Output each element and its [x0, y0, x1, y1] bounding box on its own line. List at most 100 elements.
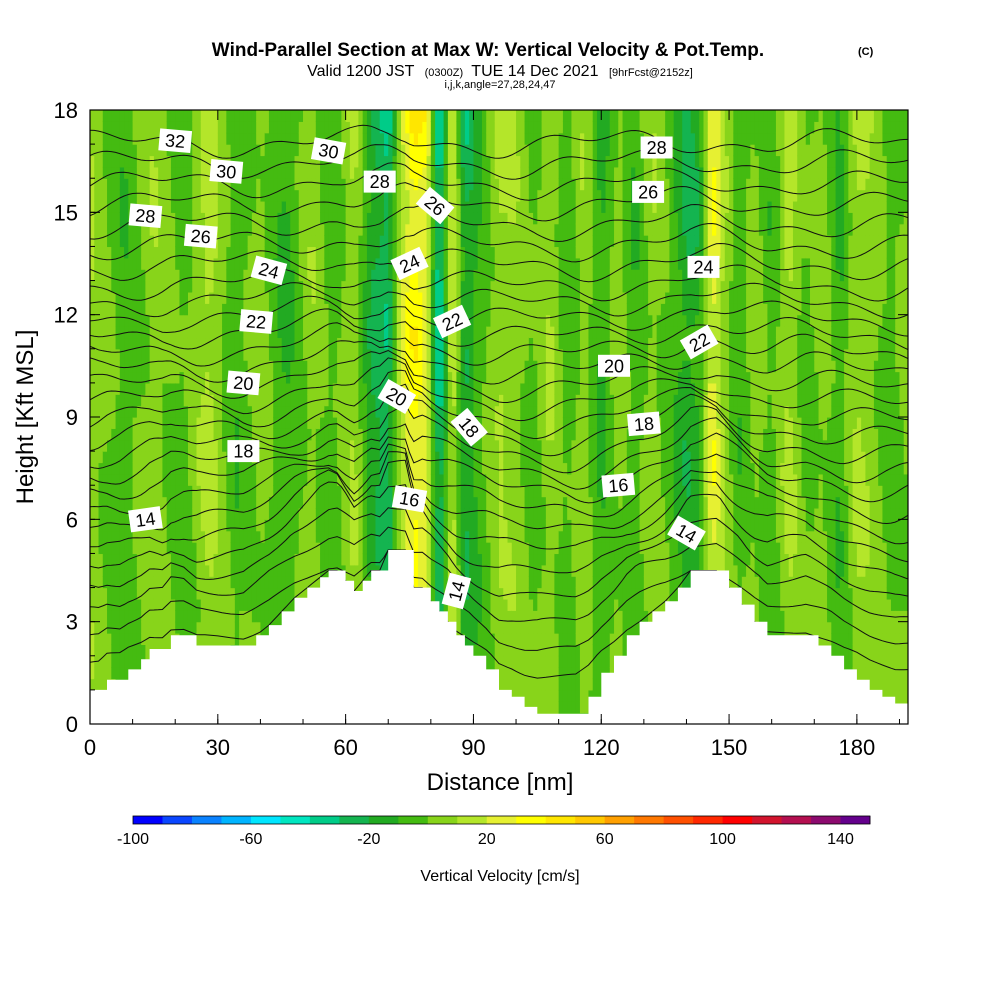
velocity-cell: [239, 110, 244, 122]
velocity-cell: [149, 291, 155, 304]
velocity-cell: [388, 417, 394, 429]
velocity-cell: [226, 553, 232, 566]
velocity-cell: [251, 348, 257, 361]
velocity-cell: [379, 144, 385, 157]
velocity-cell: [107, 507, 112, 520]
velocity-cell: [473, 473, 479, 486]
velocity-cell: [392, 360, 398, 373]
velocity-cell: [145, 269, 151, 282]
velocity-cell: [213, 371, 219, 384]
velocity-cell: [281, 166, 287, 179]
velocity-cell: [132, 462, 138, 475]
velocity-cell: [102, 428, 108, 441]
velocity-cell: [315, 326, 321, 339]
velocity-cell: [375, 553, 381, 566]
velocity-cell: [115, 633, 121, 646]
velocity-cell: [251, 235, 257, 248]
velocity-cell: [358, 200, 364, 213]
velocity-cell: [362, 405, 368, 418]
velocity-cell: [426, 417, 432, 429]
velocity-cell: [481, 587, 487, 600]
velocity-cell: [341, 235, 347, 248]
velocity-cell: [430, 542, 436, 555]
velocity-cell: [452, 462, 457, 475]
velocity-cell: [196, 200, 202, 213]
velocity-cell: [111, 371, 117, 384]
velocity-cell: [371, 542, 377, 555]
velocity-cell: [239, 189, 244, 202]
velocity-cell: [388, 348, 394, 361]
velocity-cell: [277, 405, 283, 418]
velocity-cell: [430, 428, 436, 441]
velocity-cell: [98, 485, 104, 498]
velocity-cell: [303, 428, 308, 441]
velocity-cell: [345, 542, 351, 555]
velocity-cell: [307, 530, 313, 543]
velocity-cell: [153, 382, 159, 395]
velocity-cell: [320, 451, 325, 464]
velocity-cell: [371, 496, 377, 509]
velocity-cell: [243, 360, 249, 373]
velocity-cell: [460, 564, 466, 577]
velocity-cell: [358, 553, 364, 566]
velocity-cell: [196, 337, 202, 350]
velocity-cell: [332, 326, 338, 339]
velocity-cell: [409, 462, 415, 475]
velocity-cell: [345, 291, 351, 304]
velocity-cell: [409, 280, 415, 293]
velocity-cell: [354, 564, 360, 577]
velocity-cell: [107, 576, 112, 589]
velocity-cell: [469, 564, 475, 577]
velocity-cell: [409, 530, 415, 543]
velocity-cell: [315, 542, 321, 555]
velocity-cell: [268, 212, 274, 225]
velocity-cell: [426, 371, 432, 384]
velocity-cell: [413, 451, 419, 464]
velocity-cell: [375, 235, 381, 248]
velocity-cell: [205, 576, 210, 589]
velocity-cell: [366, 371, 372, 384]
velocity-cell: [170, 553, 176, 566]
velocity-cell: [435, 110, 440, 122]
velocity-cell: [153, 110, 159, 122]
velocity-cell: [358, 542, 364, 555]
velocity-cell: [358, 473, 364, 486]
velocity-cell: [234, 633, 240, 646]
velocity-cell: [375, 269, 381, 282]
velocity-cell: [217, 121, 223, 134]
velocity-cell: [234, 326, 240, 339]
velocity-cell: [401, 144, 406, 157]
velocity-cell: [324, 485, 330, 498]
velocity-cell: [460, 132, 466, 145]
velocity-cell: [294, 564, 300, 577]
velocity-cell: [366, 280, 372, 293]
velocity-cell: [94, 428, 100, 441]
velocity-cell: [187, 382, 193, 395]
velocity-cell: [234, 542, 240, 555]
velocity-cell: [230, 542, 236, 555]
velocity-cell: [422, 394, 428, 407]
velocity-cell: [196, 110, 202, 122]
velocity-cell: [315, 223, 321, 236]
velocity-cell: [192, 189, 198, 202]
velocity-cell: [413, 428, 419, 441]
velocity-cell: [217, 314, 223, 327]
velocity-cell: [128, 621, 134, 634]
velocity-cell: [345, 371, 351, 384]
velocity-cell: [285, 189, 291, 202]
velocity-cell: [102, 451, 108, 464]
velocity-cell: [98, 110, 104, 122]
velocity-cell: [401, 121, 406, 134]
velocity-cell: [447, 382, 453, 395]
velocity-cell: [303, 462, 308, 475]
velocity-cell: [430, 121, 436, 134]
velocity-cell: [200, 155, 206, 168]
velocity-cell: [307, 462, 313, 475]
velocity-cell: [477, 257, 483, 270]
velocity-cell: [264, 610, 270, 623]
velocity-cell: [456, 360, 462, 373]
velocity-cell: [464, 337, 470, 350]
velocity-cell: [477, 348, 483, 361]
velocity-cell: [383, 280, 389, 293]
velocity-cell: [128, 485, 134, 498]
